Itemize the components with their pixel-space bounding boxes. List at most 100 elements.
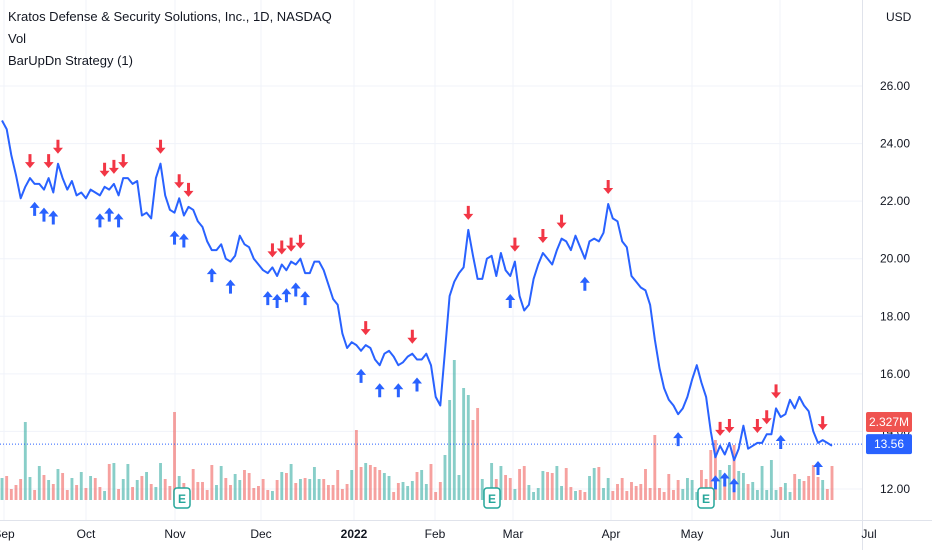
volume-bar	[289, 464, 293, 500]
short-signal-arrow	[108, 159, 119, 174]
x-tick-label: Nov	[164, 527, 185, 541]
volume-bar	[354, 430, 358, 500]
volume-bar	[653, 435, 657, 500]
long-signal-arrow	[94, 213, 105, 228]
volume-bar	[345, 484, 349, 500]
volume-bar	[266, 490, 270, 500]
volume-bar	[662, 492, 666, 500]
volume-bar	[103, 491, 107, 500]
earnings-badge-label: E	[178, 492, 186, 506]
volume-bar	[583, 492, 587, 500]
volume-bar	[648, 488, 652, 500]
volume-bar	[667, 474, 671, 500]
volume-indicator-label[interactable]: Vol	[8, 31, 27, 46]
long-signal-arrow	[206, 268, 217, 283]
volume-bar	[215, 485, 218, 500]
volume-bar	[424, 484, 428, 500]
volume-bar	[597, 467, 601, 500]
volume-bar	[201, 482, 204, 500]
long-signal-arrow	[225, 279, 236, 294]
volume-bar	[438, 482, 442, 500]
short-signal-arrow	[360, 321, 371, 336]
volume-bar	[93, 478, 97, 500]
volume-bar	[578, 490, 582, 500]
volume-bar	[480, 479, 484, 500]
volume-bar	[462, 388, 466, 500]
short-signal-arrow	[771, 384, 782, 399]
x-tick-label: Oct	[77, 527, 96, 541]
volume-bar	[536, 488, 540, 500]
volume-bar	[308, 479, 312, 500]
volume-bar	[415, 472, 419, 500]
volume-bar	[541, 471, 545, 500]
volume-bar	[326, 485, 330, 500]
volume-bar	[154, 487, 158, 500]
volume-bar	[117, 489, 121, 500]
short-signal-arrow	[286, 237, 297, 252]
volume-bar	[89, 476, 93, 500]
volume-value-label: 2.327M	[869, 415, 909, 429]
short-signal-arrow	[276, 240, 287, 255]
volume-bar	[210, 465, 214, 500]
volume-bar	[434, 492, 438, 500]
volume-bar	[760, 466, 764, 500]
strategy-indicator-label[interactable]: BarUpDn Strategy (1)	[8, 53, 133, 68]
volume-bar	[331, 485, 335, 500]
volume-bar	[634, 486, 638, 500]
volume-bar	[65, 490, 69, 500]
volume-bar	[625, 491, 629, 500]
volume-bar	[727, 465, 731, 500]
short-signal-arrow	[556, 214, 567, 229]
earnings-badge-label: E	[702, 492, 710, 506]
long-signal-arrow	[775, 435, 786, 450]
volume-bar	[658, 488, 661, 500]
volume-bar	[546, 472, 549, 500]
long-signal-arrow	[48, 210, 59, 225]
volume-bar	[420, 470, 424, 500]
earnings-badge[interactable]	[173, 487, 191, 509]
volume-bar	[490, 463, 494, 500]
volume-value-tag	[866, 412, 912, 432]
short-signal-arrow	[761, 410, 772, 425]
x-tick-label: Jul	[861, 527, 876, 541]
volume-bar	[75, 485, 79, 500]
long-signal-arrow	[272, 293, 283, 308]
volume-bar	[261, 479, 265, 500]
volume-bar	[751, 482, 755, 500]
last-price-label: 13.56	[874, 437, 904, 451]
volume-bar	[233, 474, 237, 500]
volume-bar	[616, 484, 619, 500]
volume-bar	[681, 489, 685, 500]
volume-bar	[602, 488, 605, 500]
short-signal-arrow	[537, 228, 548, 243]
volume-bar	[532, 492, 536, 500]
volume-bar	[620, 478, 624, 500]
volume-bar	[191, 469, 195, 500]
short-signal-arrow	[99, 162, 110, 177]
earnings-badge[interactable]	[483, 487, 501, 509]
volume-bar	[368, 465, 372, 500]
volume-bar	[285, 473, 288, 500]
volume-bar	[732, 445, 736, 500]
short-signal-arrow	[183, 182, 194, 197]
volume-bar	[513, 489, 517, 500]
volume-bar	[145, 472, 148, 500]
volume-bar	[746, 484, 750, 500]
long-signal-arrow	[169, 230, 180, 245]
symbol-title[interactable]: Kratos Defense & Security Solutions, Inc…	[8, 9, 332, 24]
volume-bar	[364, 463, 368, 500]
earnings-badge[interactable]	[697, 487, 715, 509]
volume-bar	[508, 478, 512, 500]
volume-bar	[224, 478, 228, 500]
x-tick-label: Sep	[0, 527, 15, 541]
long-signal-arrow	[113, 213, 124, 228]
volume-bar	[135, 480, 139, 500]
volume-bar	[555, 466, 559, 500]
volume-bar	[443, 455, 447, 500]
y-tick-label: 18.00	[880, 309, 910, 323]
volume-bar	[797, 479, 801, 500]
long-signal-arrow	[374, 383, 385, 398]
volume-bar	[737, 471, 741, 500]
volume-bar	[257, 486, 260, 500]
